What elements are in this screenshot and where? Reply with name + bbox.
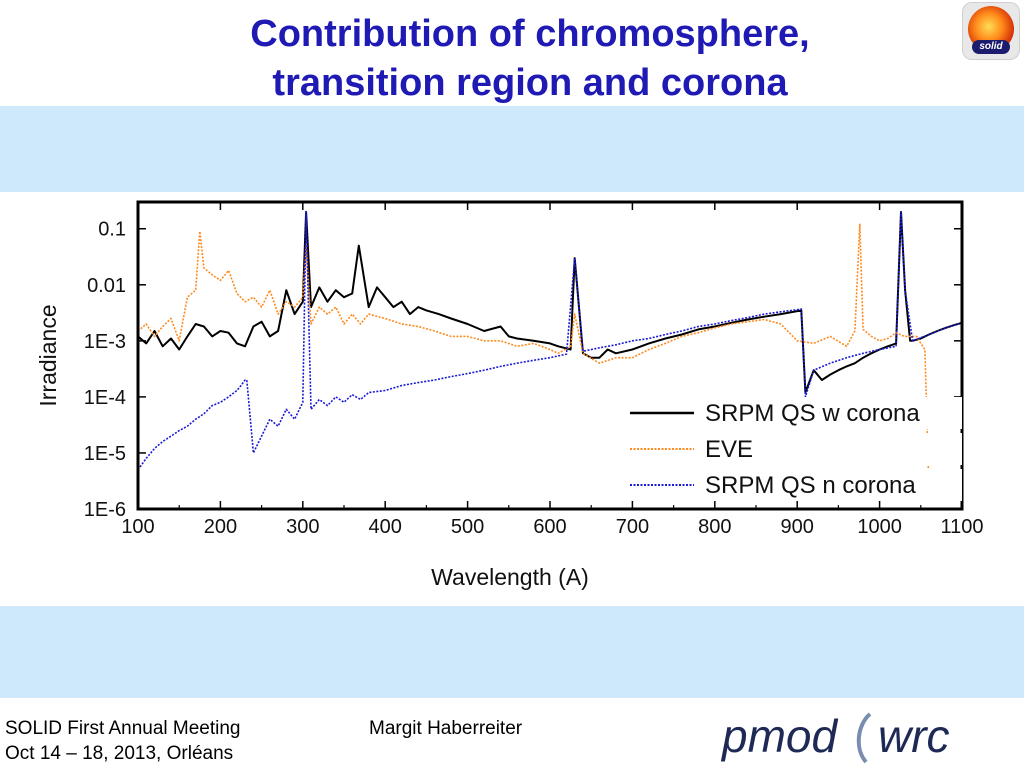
legend-background: [622, 433, 962, 465]
wrc-logo-text: wrc: [878, 710, 950, 762]
footer-meeting: SOLID First Annual Meeting: [5, 718, 241, 739]
y-tick-label: 1E-5: [84, 443, 126, 465]
series-line-1: [138, 210, 962, 394]
series-line-3: [138, 211, 962, 471]
y-tick-label: 1E-4: [84, 387, 126, 409]
y-tick-label: 0.1: [98, 219, 126, 241]
legend-label-1: SRPM QS w corona: [705, 400, 920, 427]
decorative-band-top: [0, 106, 1024, 192]
x-tick-label: 1100: [940, 516, 983, 538]
slide-title-line2: transition region and corona: [272, 62, 788, 104]
decorative-band-bottom: [0, 606, 1024, 698]
y-tick-label: 1E-6: [84, 499, 126, 521]
legend-background: [622, 469, 962, 501]
x-axis-label: Wavelength (A): [431, 564, 589, 590]
pmod-wrc-logo: pmod wrc: [720, 710, 950, 764]
chart-container: 100 200 300 400 500 600 700 800 900 1000 1100 1E-6 1…: [0, 192, 1024, 606]
x-tick-label: 300: [286, 516, 319, 538]
pmod-logo-swoosh: [856, 712, 872, 764]
x-tick-label: 100: [121, 516, 154, 538]
legend-label-3: SRPM QS n corona: [705, 472, 916, 499]
x-tick-label: 400: [369, 516, 402, 538]
footer-dates: Oct 14 – 18, 2013, Orléans: [5, 743, 234, 764]
footer-meeting-info: SOLID First Annual Meeting Oct 14 – 18, …: [5, 716, 241, 766]
y-tick-label: 1E-3: [84, 331, 126, 353]
irradiance-chart: 100 200 300 400 500 600 700 800 900 1000 1100 1E-6 1…: [35, 200, 984, 590]
solid-logo-text: solid: [972, 40, 1010, 54]
series-line-2: [138, 223, 930, 493]
slide-title: Contribution of chromosphere, transition…: [150, 10, 910, 108]
x-tick-label: 800: [698, 516, 731, 538]
x-tick-label: 1000: [857, 516, 902, 538]
legend-label-2: EVE: [705, 436, 753, 463]
footer-author: Margit Haberreiter: [369, 718, 523, 739]
x-tick-label: 900: [781, 516, 814, 538]
x-tick-label: 200: [204, 516, 237, 538]
y-tick-label: 0.01: [87, 275, 126, 297]
y-axis-label: Irradiance: [35, 304, 61, 406]
x-tick-label: 600: [533, 516, 566, 538]
x-tick-label: 500: [451, 516, 484, 538]
slide-title-line1: Contribution of chromosphere,: [250, 13, 810, 55]
x-tick-label: 700: [616, 516, 649, 538]
solid-logo: solid: [962, 2, 1020, 60]
pmod-logo-text: pmod: [720, 710, 838, 762]
